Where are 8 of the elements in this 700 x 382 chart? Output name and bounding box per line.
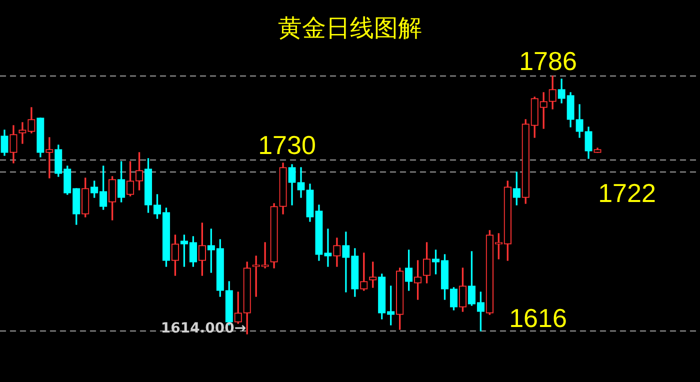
candlestick xyxy=(342,232,350,292)
candlestick xyxy=(324,228,332,267)
chart-title: 黄金日线图解 xyxy=(277,13,423,44)
ref-line-label: 1616 xyxy=(509,303,567,333)
ref-line-label: 1730 xyxy=(258,130,316,160)
ref-line-label: 1786 xyxy=(519,46,577,76)
candlestick xyxy=(18,122,26,144)
ref-line-label: 1722 xyxy=(598,178,656,208)
